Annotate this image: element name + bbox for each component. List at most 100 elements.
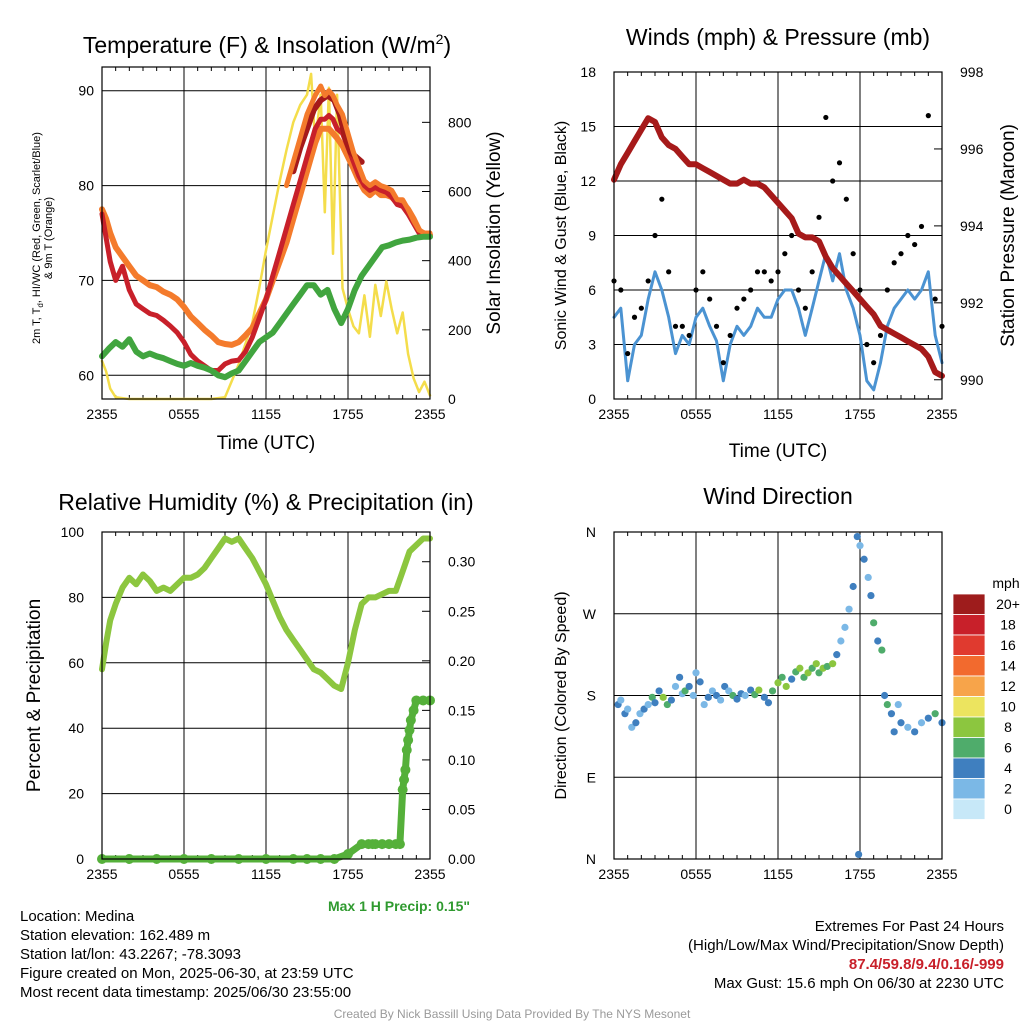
- extremes-title: Extremes For Past 24 Hours: [814, 918, 1004, 935]
- legend-label: 14: [1000, 658, 1016, 674]
- direction-point: [874, 637, 882, 645]
- direction-point: [768, 687, 777, 695]
- temp-title: Temperature (F) & Insolation (W/m2): [83, 31, 451, 58]
- x-tick-label: 2355: [598, 866, 629, 882]
- direction-point: [894, 700, 902, 709]
- direction-point: [881, 691, 889, 700]
- gust-point: [720, 360, 726, 366]
- gust-point: [918, 223, 925, 230]
- legend-swatch: [952, 757, 986, 779]
- x-tick-label: 2355: [414, 866, 445, 882]
- y-tick-label: 40: [68, 720, 84, 736]
- y2-tick-label: 600: [448, 184, 472, 200]
- precip-point: [404, 725, 415, 736]
- y-axis-label: Sonic Wind & Gust (Blue, Black): [553, 121, 570, 350]
- direction-point: [689, 691, 697, 700]
- plot-border: [101, 66, 431, 400]
- direction-point: [648, 693, 656, 701]
- gust-point: [850, 251, 856, 257]
- y-tick-label: S: [587, 688, 596, 704]
- legend-swatch: [952, 593, 986, 615]
- gust-point: [789, 232, 795, 239]
- temperature-panel: 2355 0555 1155 1755 2355 60 70 80 90 0 200 400 600 80…: [31, 66, 505, 454]
- gust-point: [877, 332, 884, 339]
- direction-point: [667, 696, 676, 704]
- direction-point: [778, 673, 786, 681]
- y-tick-label: N: [586, 851, 596, 867]
- gust-point: [857, 287, 863, 293]
- legend-swatch: [952, 696, 986, 718]
- gust-point: [932, 296, 938, 302]
- y2-tick-label: 0.15: [448, 702, 475, 718]
- direction-point: [878, 646, 886, 654]
- direction-point: [860, 555, 868, 563]
- y-tick-label: 0: [588, 391, 596, 407]
- precip-point: [370, 839, 381, 850]
- y2-axis-label: Station Pressure (Maroon): [998, 124, 1019, 347]
- direction-point: [845, 605, 853, 613]
- gust-point: [679, 323, 685, 329]
- precip-point: [403, 735, 414, 746]
- y-axis-label: 2m T, Td, HI/WC (Red, Green, Scarlet/Blu…: [31, 132, 55, 344]
- direction-point: [692, 669, 700, 677]
- direction-point: [870, 619, 878, 627]
- gust-point: [659, 196, 665, 202]
- y-tick-label: 0: [76, 851, 84, 867]
- direction-point: [644, 700, 652, 709]
- direction-point: [733, 695, 741, 703]
- gust-point: [631, 314, 638, 320]
- direction-point: [812, 660, 820, 668]
- direction-point: [890, 728, 898, 736]
- x-tick-label: 1755: [844, 866, 875, 882]
- direction-point: [700, 700, 708, 709]
- y2-tick-label: 200: [448, 322, 472, 338]
- y-tick-label: 3: [588, 337, 596, 353]
- y2-tick-label: 400: [448, 253, 472, 269]
- direction-point: [917, 719, 926, 727]
- y-tick-label: 60: [68, 655, 84, 671]
- precip-point: [384, 839, 394, 850]
- station-latlon: Station lat/lon: 43.2267; -78.3093: [20, 946, 242, 963]
- gust-point: [748, 287, 754, 293]
- y-tick-label: 20: [68, 786, 84, 802]
- direction-point: [911, 728, 919, 736]
- gust-point: [754, 269, 761, 275]
- gust-point: [843, 196, 849, 202]
- figure: Temperature (F) & Insolation (W/m2) Wind…: [24, 24, 1020, 914]
- series-temp: [99, 112, 433, 373]
- station-location: Location: Medina: [20, 908, 135, 925]
- direction-point: [741, 691, 749, 700]
- gust-point: [816, 214, 822, 220]
- direction-point: [887, 710, 896, 718]
- gust-point: [672, 323, 679, 329]
- gust-point: [645, 278, 651, 284]
- y-tick-label: 70: [78, 272, 94, 288]
- legend-label: 4: [1004, 760, 1012, 776]
- credit-line: Created By Nick Bassill Using Data Provi…: [333, 1007, 691, 1021]
- direction-point: [867, 591, 875, 600]
- gust-point: [830, 178, 836, 184]
- x-axis-label: Time (UTC): [217, 433, 316, 454]
- gust-point: [761, 269, 767, 275]
- extremes-box: Extremes For Past 24 Hours (High/Low/Max…: [688, 917, 1004, 993]
- gust-point: [713, 323, 720, 329]
- y2-tick-label: 990: [960, 372, 984, 388]
- x-tick-label: 1155: [251, 406, 281, 422]
- x-tick-label: 1755: [844, 406, 875, 422]
- x-axis-label: Time (UTC): [729, 441, 828, 462]
- direction-point: [833, 651, 841, 659]
- y2-tick-label: 0.05: [448, 801, 475, 817]
- plot-border: [613, 531, 943, 860]
- gust-point: [891, 260, 897, 266]
- gust-point: [693, 287, 699, 293]
- y-tick-label: 15: [580, 119, 596, 135]
- y2-axis-label: Solar Insolation (Yellow): [484, 131, 505, 334]
- y2-tick-label: 0.10: [448, 752, 475, 768]
- direction-point: [864, 573, 872, 582]
- direction-point: [788, 675, 796, 683]
- x-tick-label: 1755: [332, 406, 363, 422]
- precip-point: [400, 764, 411, 775]
- gust-point: [782, 251, 788, 257]
- y-axis-label: Direction (Colored By Speed): [553, 591, 570, 799]
- y2-tick-label: 994: [960, 218, 984, 234]
